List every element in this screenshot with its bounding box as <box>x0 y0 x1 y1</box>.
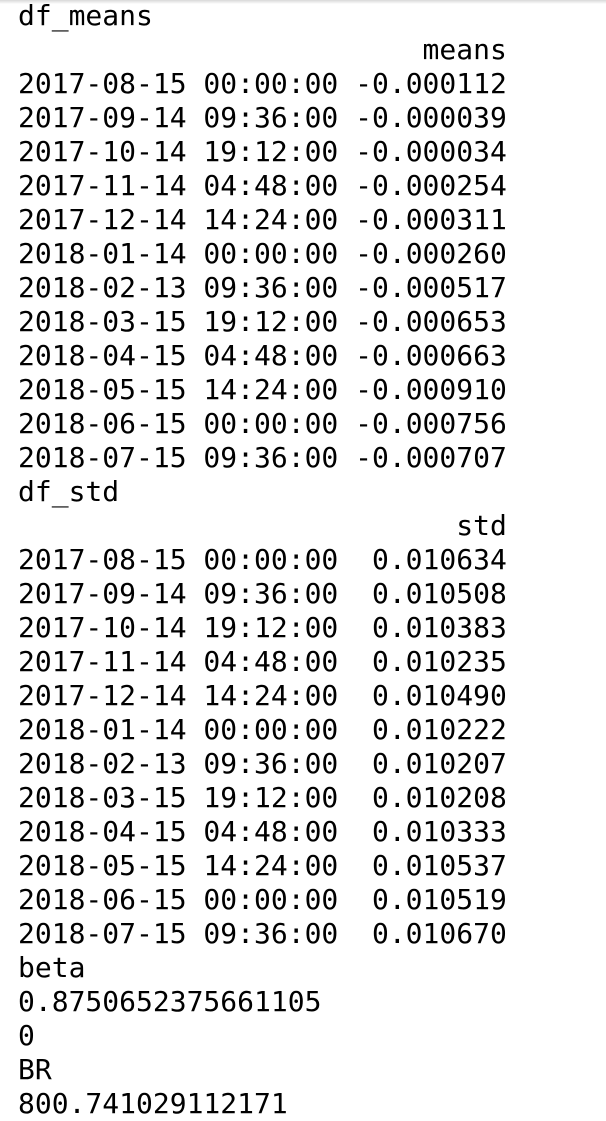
row-index: 2018-03-15 19:12:00 <box>18 305 339 338</box>
column-header-row: means <box>18 33 507 67</box>
row-value: 0.010490 <box>371 679 507 712</box>
row-value: -0.000039 <box>355 101 507 134</box>
output-line: beta <box>18 951 86 984</box>
row-value: -0.000653 <box>355 305 507 338</box>
row-index: 2017-10-14 19:12:00 <box>18 611 339 644</box>
row-index: 2018-05-15 14:24:00 <box>18 373 339 406</box>
top-border <box>0 0 606 4</box>
row-index: 2018-06-15 00:00:00 <box>18 407 339 440</box>
row-index: 2018-04-15 04:48:00 <box>18 339 339 372</box>
row-index: 2017-11-14 04:48:00 <box>18 645 339 678</box>
row-value: 0.010207 <box>371 747 507 780</box>
row-value: 0.010383 <box>371 611 507 644</box>
data-row: 2018-04-15 04:48:00 0.010333 <box>18 815 507 849</box>
row-index: 2018-02-13 09:36:00 <box>18 747 339 780</box>
data-row: 2017-08-15 00:00:00 -0.000112 <box>18 67 507 101</box>
row-index: 2018-07-15 09:36:00 <box>18 441 339 474</box>
output-line: BR <box>18 1053 52 1086</box>
data-row: 2018-06-15 00:00:00 -0.000756 <box>18 407 507 441</box>
section-name: df_means <box>18 0 153 32</box>
data-row: 2018-05-15 14:24:00 -0.000910 <box>18 373 507 407</box>
data-row: 2018-03-15 19:12:00 -0.000653 <box>18 305 507 339</box>
row-value: -0.000311 <box>355 203 507 236</box>
data-row: 2017-11-14 04:48:00 -0.000254 <box>18 169 507 203</box>
row-index: 2018-01-14 00:00:00 <box>18 713 339 746</box>
data-row: 2018-01-14 00:00:00 -0.000260 <box>18 237 507 271</box>
row-value: -0.000663 <box>355 339 507 372</box>
row-index: 2017-12-14 14:24:00 <box>18 203 339 236</box>
row-index: 2017-08-15 00:00:00 <box>18 543 339 576</box>
row-index: 2017-09-14 09:36:00 <box>18 101 339 134</box>
data-row: 2018-06-15 00:00:00 0.010519 <box>18 883 507 917</box>
data-row: 2018-03-15 19:12:00 0.010208 <box>18 781 507 815</box>
row-value: 0.010670 <box>371 917 507 950</box>
row-value: -0.000910 <box>355 373 507 406</box>
data-row: 2018-07-15 09:36:00 0.010670 <box>18 917 507 951</box>
column-header: means <box>422 33 507 66</box>
row-value: -0.000112 <box>355 67 507 100</box>
data-row: 2017-10-14 19:12:00 0.010383 <box>18 611 507 645</box>
row-value: 0.010333 <box>371 815 507 848</box>
row-value: 0.010208 <box>371 781 507 814</box>
row-value: 0.010634 <box>371 543 507 576</box>
row-value: 0.010519 <box>371 883 507 916</box>
row-index: 2018-04-15 04:48:00 <box>18 815 339 848</box>
row-index: 2018-05-15 14:24:00 <box>18 849 339 882</box>
row-index: 2018-07-15 09:36:00 <box>18 917 339 950</box>
data-row: 2017-08-15 00:00:00 0.010634 <box>18 543 507 577</box>
data-row: 2018-05-15 14:24:00 0.010537 <box>18 849 507 883</box>
data-row: 2018-02-13 09:36:00 0.010207 <box>18 747 507 781</box>
data-row: 2017-09-14 09:36:00 -0.000039 <box>18 101 507 135</box>
output-line: 800.741029112171 <box>18 1087 288 1120</box>
row-index: 2018-06-15 00:00:00 <box>18 883 339 916</box>
row-index: 2017-12-14 14:24:00 <box>18 679 339 712</box>
row-value: -0.000707 <box>355 441 507 474</box>
row-value: -0.000254 <box>355 169 507 202</box>
column-header-row: std <box>18 509 507 543</box>
section-name: df_std <box>18 475 120 508</box>
row-index: 2018-02-13 09:36:00 <box>18 271 339 304</box>
row-value: 0.010222 <box>371 713 507 746</box>
row-value: -0.000756 <box>355 407 507 440</box>
output-line: 0 <box>18 1019 35 1052</box>
row-index: 2017-10-14 19:12:00 <box>18 135 339 168</box>
output-line: 0.8750652375661105 <box>18 985 322 1018</box>
row-value: -0.000517 <box>355 271 507 304</box>
row-index: 2017-08-15 00:00:00 <box>18 67 339 100</box>
data-row: 2017-11-14 04:48:00 0.010235 <box>18 645 507 679</box>
data-row: 2017-09-14 09:36:00 0.010508 <box>18 577 507 611</box>
data-row: 2017-10-14 19:12:00 -0.000034 <box>18 135 507 169</box>
row-index: 2017-11-14 04:48:00 <box>18 169 339 202</box>
row-value: -0.000260 <box>355 237 507 270</box>
data-row: 2018-01-14 00:00:00 0.010222 <box>18 713 507 747</box>
data-row: 2018-07-15 09:36:00 -0.000707 <box>18 441 507 475</box>
data-row: 2018-04-15 04:48:00 -0.000663 <box>18 339 507 373</box>
data-row: 2018-02-13 09:36:00 -0.000517 <box>18 271 507 305</box>
data-row: 2017-12-14 14:24:00 0.010490 <box>18 679 507 713</box>
data-row: 2017-12-14 14:24:00 -0.000311 <box>18 203 507 237</box>
row-value: 0.010537 <box>371 849 507 882</box>
row-value: 0.010508 <box>371 577 507 610</box>
row-index: 2018-01-14 00:00:00 <box>18 237 339 270</box>
row-index: 2018-03-15 19:12:00 <box>18 781 339 814</box>
row-value: -0.000034 <box>355 135 507 168</box>
row-value: 0.010235 <box>371 645 507 678</box>
column-header: std <box>456 509 507 542</box>
row-index: 2017-09-14 09:36:00 <box>18 577 339 610</box>
